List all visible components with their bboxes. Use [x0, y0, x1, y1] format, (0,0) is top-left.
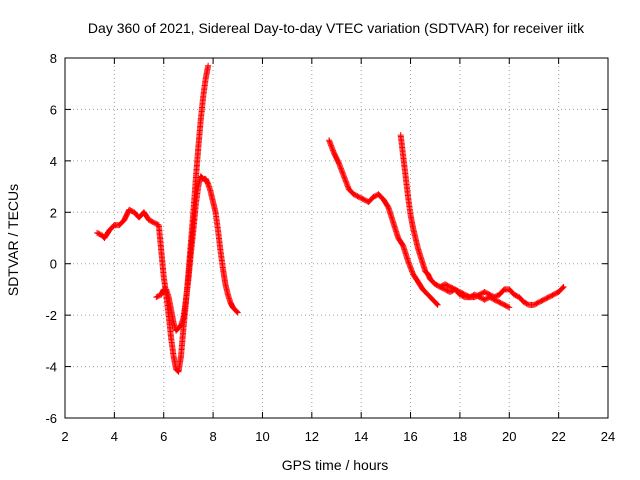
series-markers — [437, 283, 567, 308]
x-tick-label: 10 — [255, 429, 269, 444]
data-points — [94, 62, 567, 375]
y-tick-label: 8 — [50, 51, 57, 66]
y-tick-label: -4 — [45, 360, 57, 375]
x-tick-label: 18 — [453, 429, 467, 444]
chart-title: Day 360 of 2021, Sidereal Day-to-day VTE… — [88, 20, 585, 36]
series-arc-5 — [437, 283, 567, 308]
x-tick-label: 4 — [111, 429, 118, 444]
y-tick-label: 2 — [50, 205, 57, 220]
y-tick-label: 4 — [50, 154, 57, 169]
y-tick-label: 6 — [50, 102, 57, 117]
x-tick-label: 2 — [61, 429, 68, 444]
x-tick-label: 16 — [403, 429, 417, 444]
x-axis-label: GPS time / hours — [282, 457, 389, 473]
x-tick-label: 12 — [305, 429, 319, 444]
y-tick-label: 0 — [50, 257, 57, 272]
y-tick-label: -6 — [45, 411, 57, 426]
x-tick-label: 8 — [209, 429, 216, 444]
y-tick-label: -2 — [45, 308, 57, 323]
series-markers — [326, 137, 441, 308]
series-arc-3 — [326, 137, 441, 308]
series-arc-2 — [153, 173, 241, 334]
x-tick-label: 20 — [502, 429, 516, 444]
x-tick-label: 22 — [551, 429, 565, 444]
series-markers — [397, 132, 513, 311]
series-arc-4 — [397, 132, 513, 311]
x-tick-label: 24 — [601, 429, 615, 444]
x-tick-label: 6 — [160, 429, 167, 444]
series-markers — [153, 173, 241, 334]
x-tick-label: 14 — [354, 429, 368, 444]
y-axis-label: SDTVAR / TECUs — [5, 184, 21, 296]
plot-frame — [64, 57, 609, 419]
grid — [64, 57, 609, 419]
